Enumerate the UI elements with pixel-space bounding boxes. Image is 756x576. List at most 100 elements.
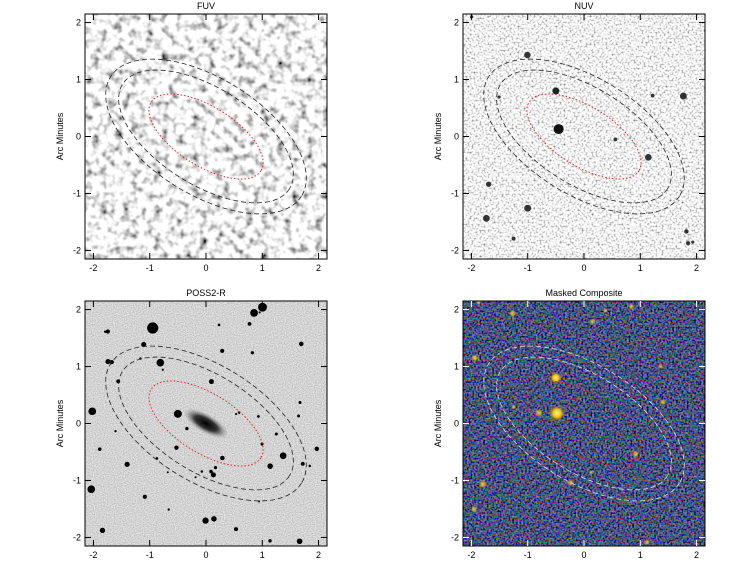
y-tick-label: 2 [454, 18, 459, 28]
source [684, 229, 689, 234]
star [298, 341, 304, 347]
source [534, 408, 544, 418]
star [250, 351, 255, 355]
y-tick-label: -1 [451, 188, 459, 198]
star [141, 342, 147, 348]
star [124, 461, 130, 467]
star [167, 508, 170, 511]
image-noise [85, 14, 327, 259]
x-tick-label: -1 [146, 263, 154, 273]
star [87, 485, 96, 494]
image-layer [463, 14, 705, 259]
x-tick-label: -1 [524, 263, 532, 273]
y-tick-label: -2 [73, 532, 81, 542]
star [202, 517, 209, 524]
x-tick-label: 1 [260, 263, 265, 273]
star [210, 472, 216, 478]
star [258, 311, 261, 314]
y-tick-label: -1 [451, 475, 459, 485]
y-tick-label: -2 [451, 245, 459, 255]
x-tick-label: 1 [638, 263, 643, 273]
aperture-inner [148, 93, 264, 180]
x-tick-label: 0 [203, 263, 208, 273]
x-tick-label: -2 [467, 263, 475, 273]
x-tick-label: 2 [316, 263, 321, 273]
star [217, 323, 221, 327]
star [297, 414, 301, 418]
x-tick-label: 1 [638, 550, 643, 560]
star [194, 476, 197, 479]
panel-title: POSS2-R [186, 288, 226, 298]
star [268, 539, 272, 543]
star [142, 494, 147, 499]
x-tick-label: 0 [581, 550, 586, 560]
aperture-outer [118, 69, 294, 204]
y-tick-label: 2 [454, 305, 459, 315]
star [174, 445, 179, 450]
star [88, 407, 97, 416]
star [173, 409, 182, 418]
star [105, 358, 111, 365]
source [552, 87, 560, 95]
x-tick-label: -2 [467, 550, 475, 560]
x-tick-label: -2 [89, 550, 97, 560]
y-tick-label: -2 [451, 532, 459, 542]
star [257, 415, 260, 418]
source [686, 241, 691, 246]
y-tick-label: -2 [73, 245, 81, 255]
image-noise [463, 14, 705, 259]
source [589, 318, 597, 325]
star [114, 430, 117, 433]
aperture-outer [496, 356, 672, 491]
y-tick-label: 0 [454, 132, 459, 142]
y-tick-label: 1 [454, 362, 459, 372]
source [524, 51, 531, 59]
source [524, 204, 532, 212]
source [511, 404, 517, 410]
source [657, 363, 664, 369]
star [220, 348, 225, 353]
source [470, 353, 480, 362]
image-layer [85, 14, 327, 259]
star [208, 379, 214, 385]
panel-title: Masked Composite [545, 288, 622, 298]
source [650, 93, 655, 98]
source [485, 181, 492, 187]
y-tick-label: 1 [454, 75, 459, 85]
y-tick-label: 1 [76, 75, 81, 85]
star [166, 471, 169, 474]
source [631, 450, 640, 458]
star [209, 469, 213, 474]
source [497, 95, 501, 99]
y-tick-label: 2 [76, 18, 81, 28]
source [644, 153, 652, 161]
star [99, 527, 106, 534]
source [567, 479, 574, 487]
source [659, 398, 667, 406]
star [250, 309, 258, 317]
y-tick-label: -1 [73, 188, 81, 198]
x-tick-label: 1 [260, 550, 265, 560]
star [308, 464, 311, 468]
source [553, 124, 564, 135]
panel-title: NUV [574, 1, 593, 11]
source [475, 301, 482, 305]
y-axis-label: Arc Minutes [433, 112, 443, 160]
aperture-outer [496, 69, 672, 204]
source [613, 137, 618, 142]
aperture-inner [148, 380, 264, 467]
aperture-outer [483, 345, 685, 502]
source [628, 303, 635, 310]
y-axis-label: Arc Minutes [55, 399, 65, 447]
aperture-outer [483, 58, 685, 215]
galaxy [183, 408, 229, 439]
source [482, 214, 490, 222]
star [314, 446, 320, 452]
source [478, 479, 488, 489]
y-tick-label: 0 [76, 132, 81, 142]
y-tick-label: -1 [73, 475, 81, 485]
star [258, 302, 267, 312]
star [300, 461, 305, 466]
source [588, 470, 594, 475]
